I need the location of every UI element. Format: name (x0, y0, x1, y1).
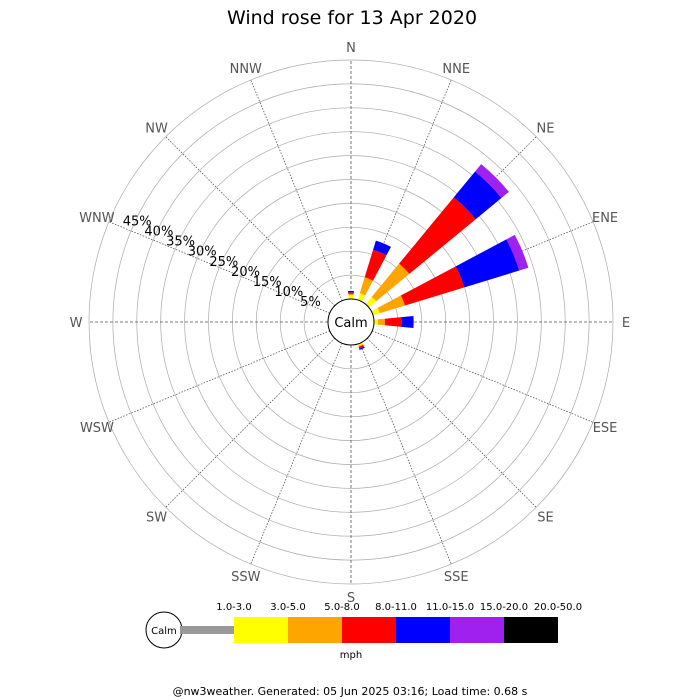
direction-label-sw: SW (146, 510, 167, 525)
legend-label: 5.0-8.0 (324, 602, 359, 613)
bar-sse-8.0-11.0 (358, 344, 365, 349)
footer-text: @nw3weather. Generated: 05 Jun 2025 03:1… (173, 685, 528, 698)
bar-ene-3.0-5.0 (371, 307, 380, 316)
chart-title: Wind rose for 13 Apr 2020 (227, 7, 477, 29)
bar-n-11.0-15.0 (348, 290, 354, 293)
percent-labels: 5%10%15%20%25%30%35%40%45% (123, 214, 321, 310)
direction-label-ssw: SSW (231, 570, 261, 585)
direction-label-w: W (70, 316, 83, 331)
legend-swatch-1.0-3.0 (180, 626, 234, 634)
direction-label-ene: ENE (592, 211, 618, 226)
percent-tick-label: 5% (300, 295, 321, 310)
bar-ene-11.0-15.0 (455, 239, 520, 288)
bar-n-5.0-8.0 (348, 293, 354, 296)
percent-tick-label: 20% (231, 265, 260, 280)
bar-sse-5.0-8.0 (358, 343, 364, 347)
bar-nne-11.0-15.0 (373, 240, 391, 256)
direction-label-nne: NNE (442, 62, 470, 77)
direction-label-n: N (346, 41, 356, 56)
direction-label-nw: NW (145, 122, 168, 137)
legend-swatch-15.0-20.0 (450, 617, 504, 643)
legend-calm-label: Calm (151, 626, 177, 637)
legend-swatch-5.0-8.0 (288, 617, 342, 643)
spoke-sw (165, 337, 336, 508)
spoke-nw (165, 136, 336, 307)
legend-label: 3.0-5.0 (270, 602, 305, 613)
speed-legend: Calm mph 1.0-3.0 3.0-5.0 5.0-8.0 8.0-11.0 11… (145, 602, 582, 661)
grid-ring (208, 179, 494, 465)
bar-n-3.0-5.0 (348, 295, 354, 300)
direction-label-wnw: WNW (79, 211, 115, 226)
percent-tick-label: 40% (144, 224, 173, 239)
bar-ene-5.0-8.0 (377, 295, 405, 314)
direction-label-sse: SSE (444, 570, 469, 585)
legend-label: 1.0-3.0 (216, 602, 251, 613)
bar-e-8.0-11.0 (384, 317, 402, 327)
legend-swatch-8.0-11.0 (342, 617, 396, 643)
legend-swatch-11.0-15.0 (396, 617, 450, 643)
bar-ne-5.0-8.0 (371, 263, 410, 302)
direction-label-ne: NE (536, 122, 554, 137)
direction-labels: N NNE NE ENE E ESE SE SSE S SSW SW WSW W WNW NW NNW (70, 41, 631, 606)
direction-label-s: S (347, 591, 355, 606)
direction-label-e: E (622, 316, 630, 331)
percent-tick-label: 35% (166, 235, 195, 250)
bar-ene-8.0-11.0 (400, 266, 465, 306)
legend-swatch-3.0-5.0 (234, 617, 288, 643)
bar-ne-11.0-15.0 (453, 171, 502, 220)
spoke-wnw (108, 221, 330, 314)
percent-tick-label: 15% (253, 275, 282, 290)
percent-tick-label: 25% (209, 255, 238, 270)
spoke-wsw (108, 330, 330, 423)
legend-label: 20.0-50.0 (534, 602, 582, 613)
direction-label-ese: ESE (593, 421, 618, 436)
bar-nne-3.0-5.0 (357, 293, 366, 302)
calm-label: Calm (334, 316, 367, 331)
bar-ne-3.0-5.0 (365, 296, 377, 308)
spoke-sse (359, 343, 452, 565)
spoke-se (366, 337, 537, 508)
bar-e-3.0-5.0 (373, 319, 378, 325)
legend-label: 15.0-20.0 (480, 602, 528, 613)
percent-tick-label: 45% (123, 214, 152, 229)
bar-ene-15.0-20.0 (506, 234, 529, 271)
bar-ne-8.0-11.0 (399, 197, 476, 274)
spoke-ssw (250, 343, 343, 565)
bar-e-11.0-15.0 (401, 315, 414, 329)
legend-unit: mph (340, 650, 362, 661)
legend-swatch-20.0-50.0 (504, 617, 558, 643)
percent-tick-label: 30% (188, 245, 217, 260)
bar-sse-3.0-5.0 (357, 342, 363, 346)
calm-circle: Calm (327, 298, 375, 346)
legend-label: 11.0-15.0 (426, 602, 474, 613)
spoke-ese (372, 330, 594, 423)
spoke-nnw (250, 79, 343, 301)
grid-ring (184, 155, 518, 489)
wind-bars (348, 164, 529, 350)
bar-e-5.0-8.0 (377, 318, 385, 326)
direction-label-wsw: WSW (80, 421, 114, 436)
bar-nne-8.0-11.0 (364, 249, 387, 281)
bar-n-8.0-11.0 (348, 292, 354, 294)
bar-sse-11.0-15.0 (359, 346, 365, 350)
grid-ring (88, 59, 614, 585)
legend-label: 8.0-11.0 (375, 602, 417, 613)
direction-label-nnw: NNW (230, 62, 262, 77)
bar-nne-5.0-8.0 (359, 277, 374, 296)
percent-tick-label: 10% (274, 285, 303, 300)
direction-label-se: SE (537, 510, 553, 525)
bar-ne-15.0-20.0 (475, 164, 509, 198)
